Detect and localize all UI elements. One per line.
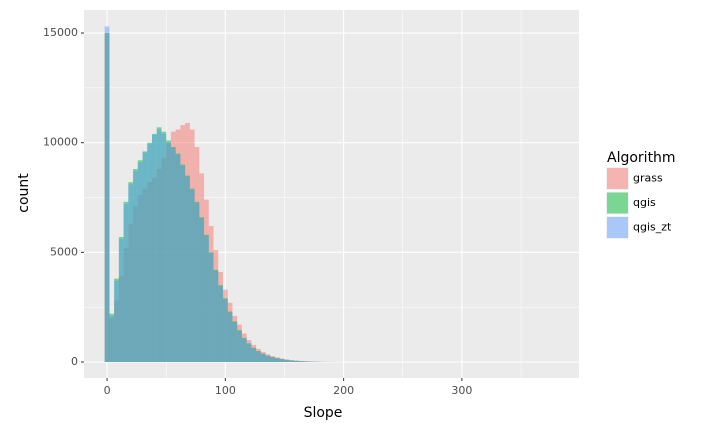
bar xyxy=(222,299,228,362)
legend-key xyxy=(607,217,628,238)
bar xyxy=(185,176,190,362)
bar xyxy=(284,359,290,362)
bar xyxy=(142,152,148,362)
bar xyxy=(251,348,257,362)
bar xyxy=(303,361,309,362)
bar xyxy=(128,184,134,362)
bar xyxy=(104,26,110,362)
bar xyxy=(147,143,153,362)
bar xyxy=(118,239,124,362)
y-tick-label: 0 xyxy=(71,355,78,368)
bar xyxy=(289,360,294,362)
bar xyxy=(265,355,271,362)
bar xyxy=(204,235,209,362)
x-tick-label: 100 xyxy=(215,384,236,397)
bar xyxy=(256,351,261,362)
bar xyxy=(213,270,219,362)
bar xyxy=(260,353,266,362)
bar xyxy=(270,357,276,362)
bar xyxy=(175,154,181,362)
y-tick-label: 15000 xyxy=(43,26,78,39)
bar xyxy=(137,162,143,362)
legend-label: grass xyxy=(633,172,663,185)
bar xyxy=(241,338,247,362)
bar xyxy=(161,133,167,362)
bar xyxy=(189,189,195,362)
bar xyxy=(156,129,162,362)
legend-key xyxy=(607,168,628,189)
bar xyxy=(109,315,115,362)
bar xyxy=(152,135,157,362)
y-tick-label: 10000 xyxy=(43,136,78,149)
bar xyxy=(123,204,129,362)
x-tick-label: 0 xyxy=(104,384,111,397)
legend-key xyxy=(607,192,628,214)
bar xyxy=(133,171,138,362)
bar xyxy=(279,359,285,362)
bar xyxy=(166,142,171,362)
bar xyxy=(218,286,223,362)
bar xyxy=(232,322,238,362)
bar xyxy=(170,148,176,362)
bar xyxy=(199,218,205,362)
bar xyxy=(227,312,233,362)
bar xyxy=(180,165,186,362)
bar xyxy=(246,343,252,362)
y-axis-title: count xyxy=(16,173,32,213)
legend-title: Algorithm xyxy=(607,150,676,166)
legend-label: qgis xyxy=(633,196,656,209)
y-tick-label: 5000 xyxy=(50,245,78,258)
bar xyxy=(114,280,119,362)
x-axis-title: Slope xyxy=(304,405,343,421)
legend-label: qgis_zt xyxy=(633,221,672,234)
bar xyxy=(208,253,214,362)
bar xyxy=(275,358,280,362)
x-tick-label: 200 xyxy=(333,384,354,397)
bar xyxy=(298,361,304,362)
bar xyxy=(194,202,200,362)
bar xyxy=(237,331,242,362)
bar xyxy=(293,360,299,362)
x-tick-label: 300 xyxy=(451,384,472,397)
